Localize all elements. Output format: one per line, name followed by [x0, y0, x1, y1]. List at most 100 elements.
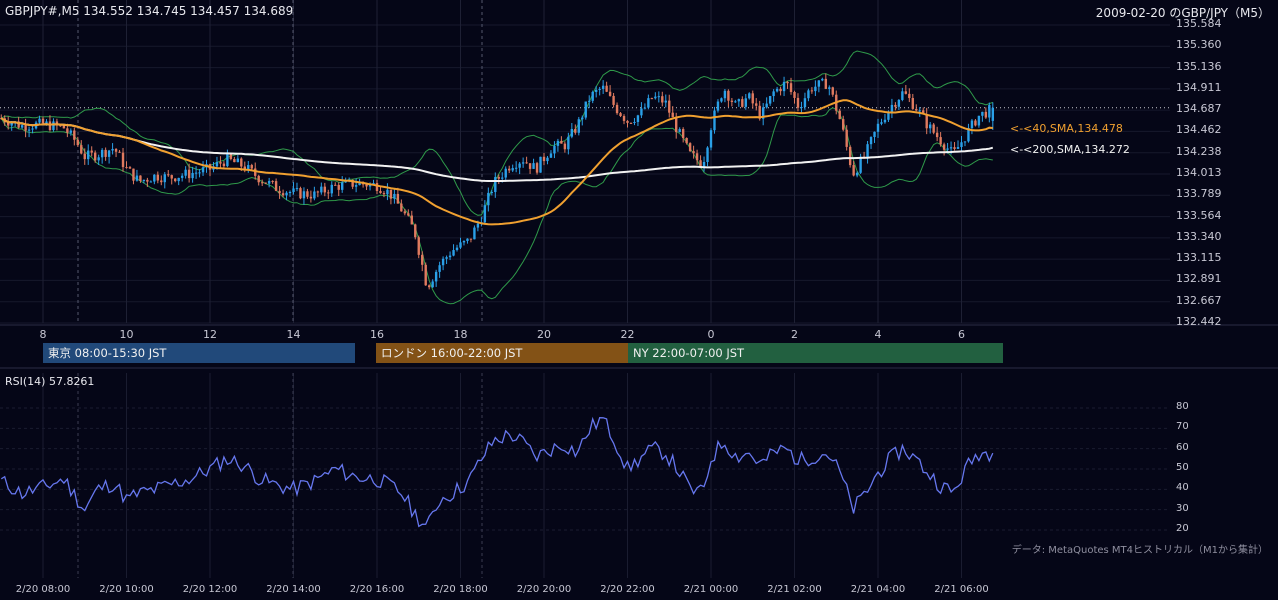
candle-body	[121, 152, 125, 168]
chart-title: 2009-02-20 のGBP/JPY（M5）	[1095, 6, 1270, 20]
candle-body	[848, 146, 852, 166]
time-tick-label: 2/21 06:00	[934, 584, 989, 595]
candle-body	[201, 167, 205, 173]
candle-body	[807, 90, 810, 99]
time-tick-label: 2/20 12:00	[182, 584, 238, 595]
candle-body	[730, 100, 734, 102]
candle-body	[984, 111, 988, 118]
candle-body	[452, 250, 455, 256]
candle-body	[243, 166, 246, 171]
candle-body	[657, 96, 661, 98]
hour-tick-label: 18	[453, 328, 468, 341]
candle-body	[379, 190, 382, 194]
candle-body	[887, 111, 890, 120]
candle-body	[288, 191, 292, 193]
price-tick-label: 133.115	[1176, 251, 1222, 265]
candle-body	[97, 157, 100, 161]
candle-body	[650, 98, 654, 100]
candle-body	[935, 132, 939, 138]
price-tick-label: 135.136	[1176, 59, 1222, 73]
candle-body	[191, 172, 194, 179]
candle-body	[466, 238, 469, 241]
candle-body	[661, 96, 664, 103]
session-london: ロンドン 16:00-22:00 JST	[376, 343, 628, 363]
time-tick-label: 2/21 04:00	[850, 584, 906, 595]
candle-body	[681, 129, 685, 138]
time-tick-label: 2/20 10:00	[99, 584, 154, 595]
candle-body	[699, 160, 702, 168]
candle-body	[431, 281, 434, 288]
candle-body	[104, 149, 107, 157]
candle-body	[866, 144, 869, 157]
candle-body	[31, 128, 34, 130]
candle-body	[911, 98, 914, 109]
candle-body	[281, 193, 285, 196]
candle-body	[306, 191, 309, 197]
candle-body	[142, 179, 146, 181]
candle-body	[744, 98, 747, 107]
candle-body	[901, 91, 904, 100]
rsi-tick-label: 20	[1176, 523, 1189, 534]
candle-body	[539, 156, 542, 173]
candle-body	[66, 128, 69, 133]
candle-body	[222, 163, 226, 167]
price-tick-label: 134.687	[1176, 102, 1222, 116]
candle-body	[779, 88, 782, 92]
candle-body	[960, 142, 963, 148]
candle-body	[588, 100, 591, 102]
candle-body	[629, 122, 633, 124]
candle-body	[977, 115, 981, 126]
candle-body	[598, 88, 601, 90]
hour-tick-label: 10	[119, 328, 134, 341]
candle-body	[93, 152, 97, 161]
candle-body	[828, 87, 831, 89]
candle-body	[584, 101, 587, 118]
candle-body	[160, 180, 163, 183]
candle-body	[508, 168, 511, 171]
candle-body	[194, 172, 198, 174]
candle-body	[852, 165, 855, 176]
candle-body	[956, 147, 960, 149]
candle-body	[675, 117, 678, 133]
candle-body	[967, 128, 970, 142]
candle-body	[414, 224, 417, 238]
candle-body	[316, 191, 320, 193]
candle-body	[615, 104, 619, 114]
candle-body	[574, 128, 577, 133]
candle-body	[894, 104, 897, 107]
candle-body	[382, 193, 386, 195]
candle-body	[393, 193, 396, 199]
candle-body	[612, 95, 615, 105]
price-tick-label: 134.013	[1176, 166, 1222, 179]
rsi-tick-label: 50	[1176, 462, 1189, 473]
candle-body	[581, 117, 584, 120]
candle-body	[174, 178, 177, 182]
candle-body	[709, 130, 713, 148]
candle-body	[111, 148, 114, 151]
candle-body	[695, 153, 699, 161]
candle-body	[692, 151, 695, 154]
candle-body	[327, 192, 330, 194]
rsi-line	[0, 416, 994, 528]
candle-body	[981, 111, 984, 116]
candle-body	[226, 154, 229, 167]
candle-body	[177, 177, 180, 182]
candle-body	[532, 163, 535, 169]
candle-body	[62, 125, 66, 129]
candle-body	[810, 90, 814, 92]
candle-body	[87, 150, 90, 160]
candle-body	[59, 125, 62, 127]
candle-body	[10, 123, 13, 126]
candle-body	[302, 191, 306, 199]
candle-body	[118, 151, 121, 153]
candle-body	[400, 203, 403, 212]
candle-body	[859, 156, 862, 173]
candle-body	[528, 163, 532, 169]
candle-body	[424, 264, 427, 286]
candle-body	[128, 167, 132, 169]
candle-body	[821, 78, 824, 81]
candle-body	[494, 177, 497, 193]
session-tokyo: 東京 08:00-15:30 JST	[43, 343, 355, 363]
candle-body	[100, 149, 104, 158]
candle-body	[768, 96, 772, 104]
